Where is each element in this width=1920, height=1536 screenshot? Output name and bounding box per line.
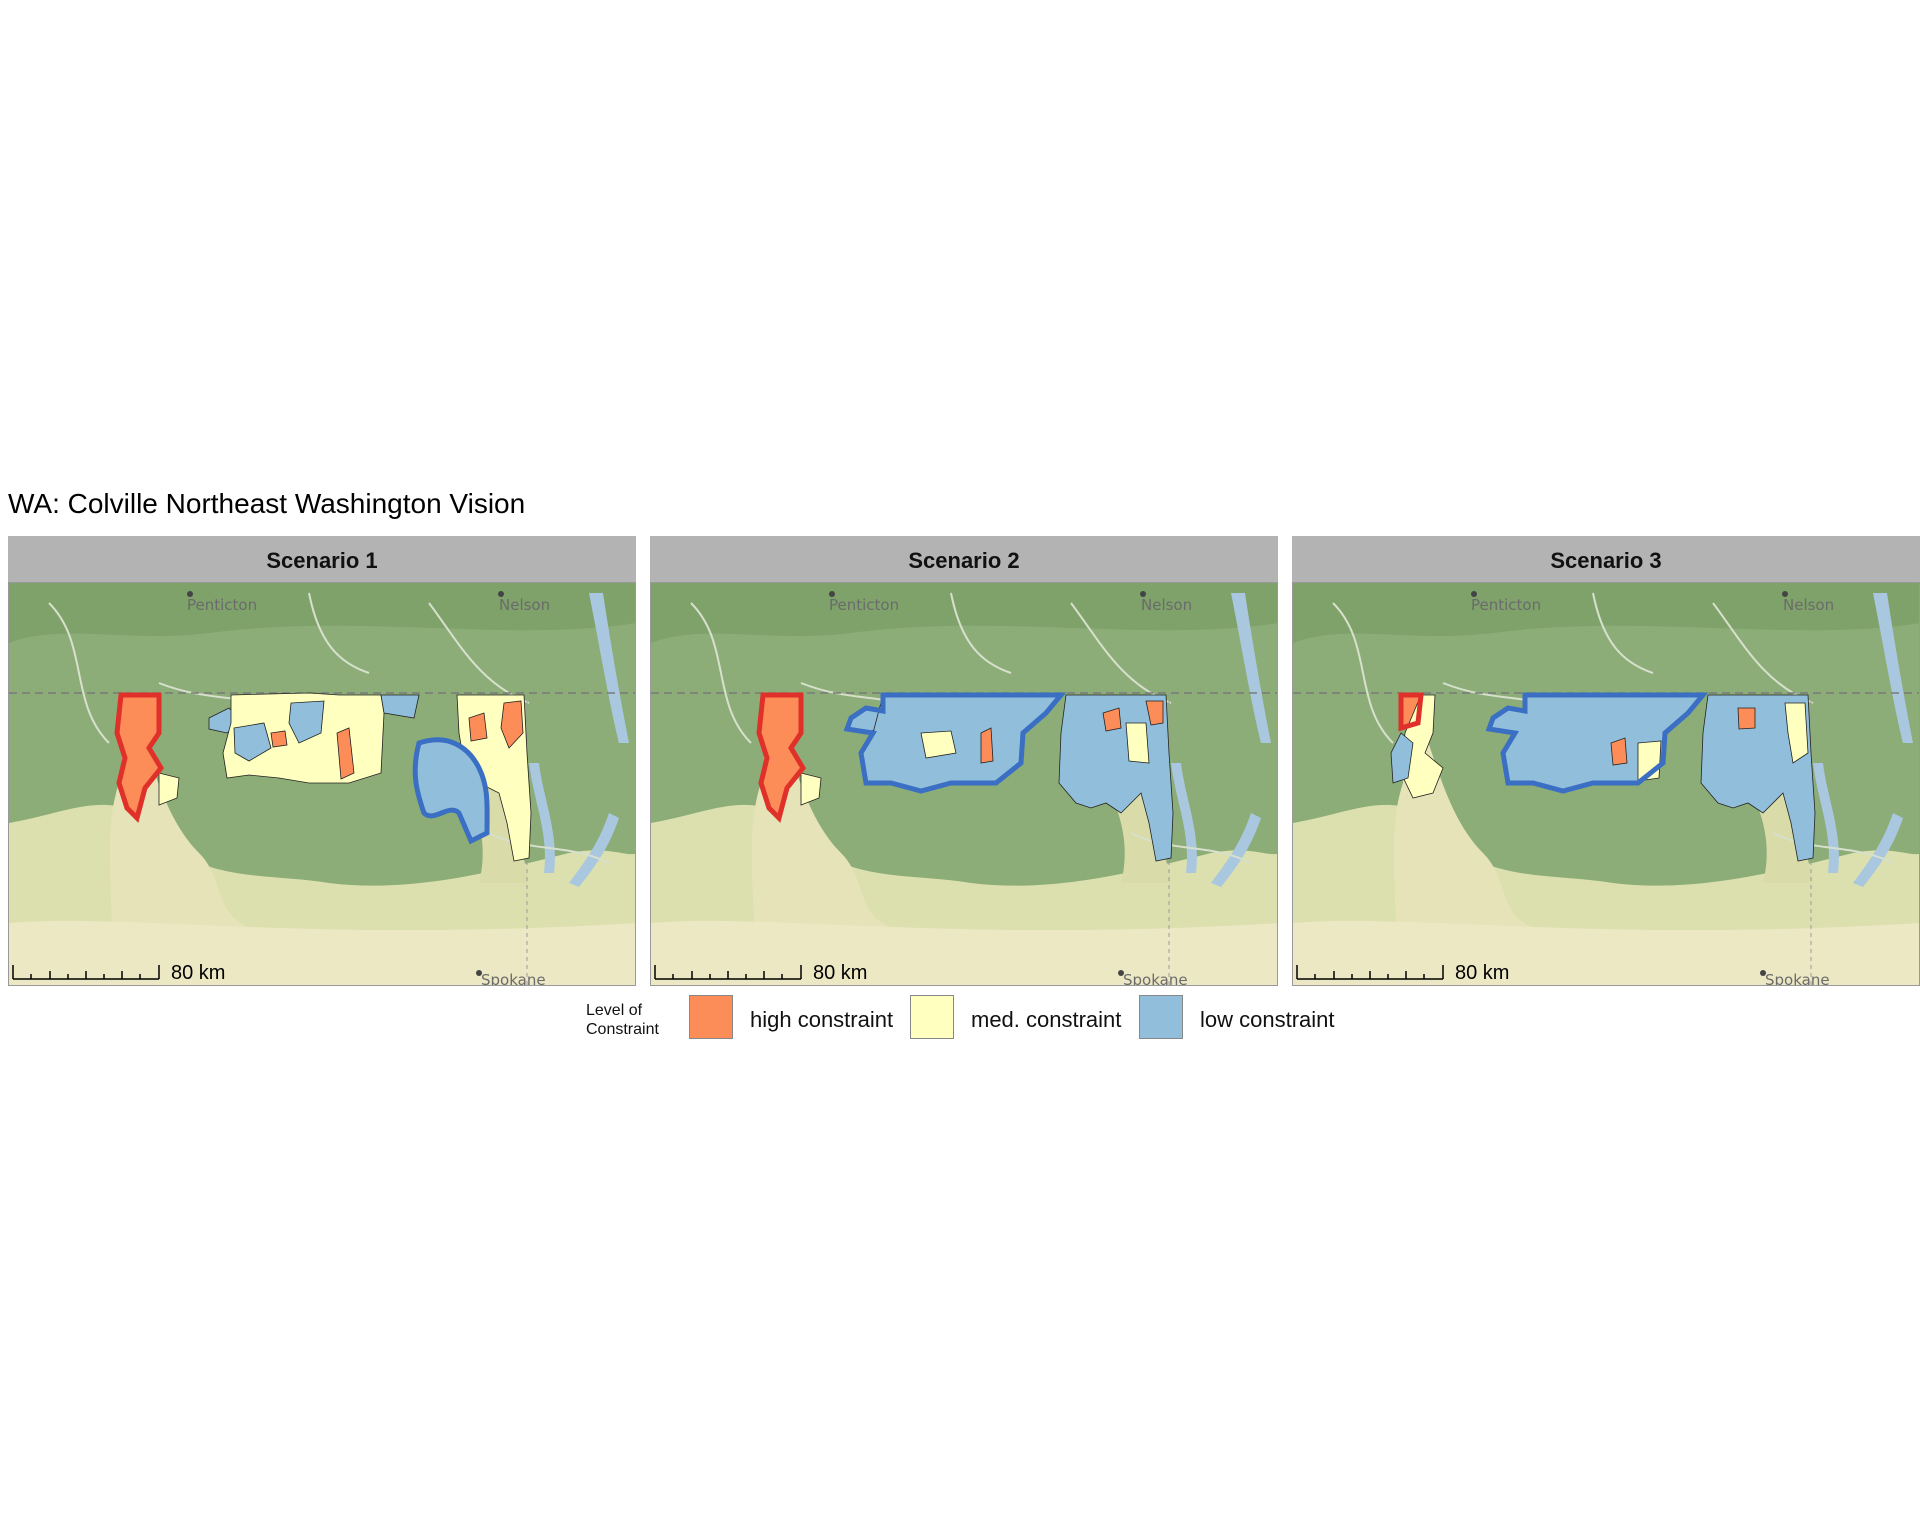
city-spokane: Spokane [1765, 971, 1830, 986]
scale-bar [1296, 965, 1444, 980]
terrain-basemap [651, 583, 1277, 985]
city-spokane: Spokane [1123, 971, 1188, 986]
selected-outlines [756, 692, 1067, 823]
panel-strip-scenario-3: Scenario 3 [1292, 536, 1920, 582]
legend-swatch-high [689, 995, 733, 1039]
legend-label-high: high constraint [750, 1007, 894, 1032]
city-labels: Penticton Nelson Spokane [1471, 591, 1834, 986]
scale-bar-label: 80 km [1455, 962, 1509, 984]
panel-strip-scenario-1: Scenario 1 [8, 536, 636, 582]
area-polygons [116, 692, 532, 862]
panel-scenario-2: Scenario 2 [650, 536, 1278, 986]
city-penticton: Penticton [829, 596, 899, 614]
scale-bar [12, 965, 160, 980]
legend-swatch-med [910, 995, 954, 1039]
panel-strip-scenario-2: Scenario 2 [650, 536, 1278, 582]
terrain-basemap [1293, 583, 1919, 985]
selected-outlines [114, 692, 490, 845]
legend-label-med: med. constraint [971, 1007, 1122, 1032]
city-nelson: Nelson [1141, 596, 1192, 614]
city-penticton: Penticton [187, 596, 257, 614]
legend-title: Level of Constraint [586, 1002, 659, 1038]
selected-outlines [1398, 692, 1709, 794]
panel-scenario-1: Scenario 1 [8, 536, 636, 986]
map-scenario-3[interactable]: Penticton Nelson Spokane 80 km [1292, 582, 1920, 986]
city-nelson: Nelson [1783, 596, 1834, 614]
city-penticton: Penticton [1471, 596, 1541, 614]
scale-bar-label: 80 km [813, 962, 867, 984]
map-scenario-1[interactable]: Penticton Nelson Spokane 80 km [8, 582, 636, 986]
city-labels: Penticton Nelson Spokane [829, 591, 1192, 986]
panel-scenario-3: Scenario 3 [1292, 536, 1920, 986]
map-scenario-2[interactable]: Penticton Nelson Spokane 80 km [650, 582, 1278, 986]
city-spokane: Spokane [481, 971, 546, 986]
area-polygons [1390, 694, 1816, 862]
scale-bar [654, 965, 802, 980]
legend-label-low: low constraint [1200, 1007, 1335, 1032]
legend-swatch-low [1139, 995, 1183, 1039]
terrain-basemap [9, 583, 635, 985]
city-labels: Penticton Nelson Spokane [187, 591, 550, 986]
figure-title: WA: Colville Northeast Washington Vision [8, 488, 526, 519]
scale-bar-label: 80 km [171, 962, 225, 984]
city-nelson: Nelson [499, 596, 550, 614]
